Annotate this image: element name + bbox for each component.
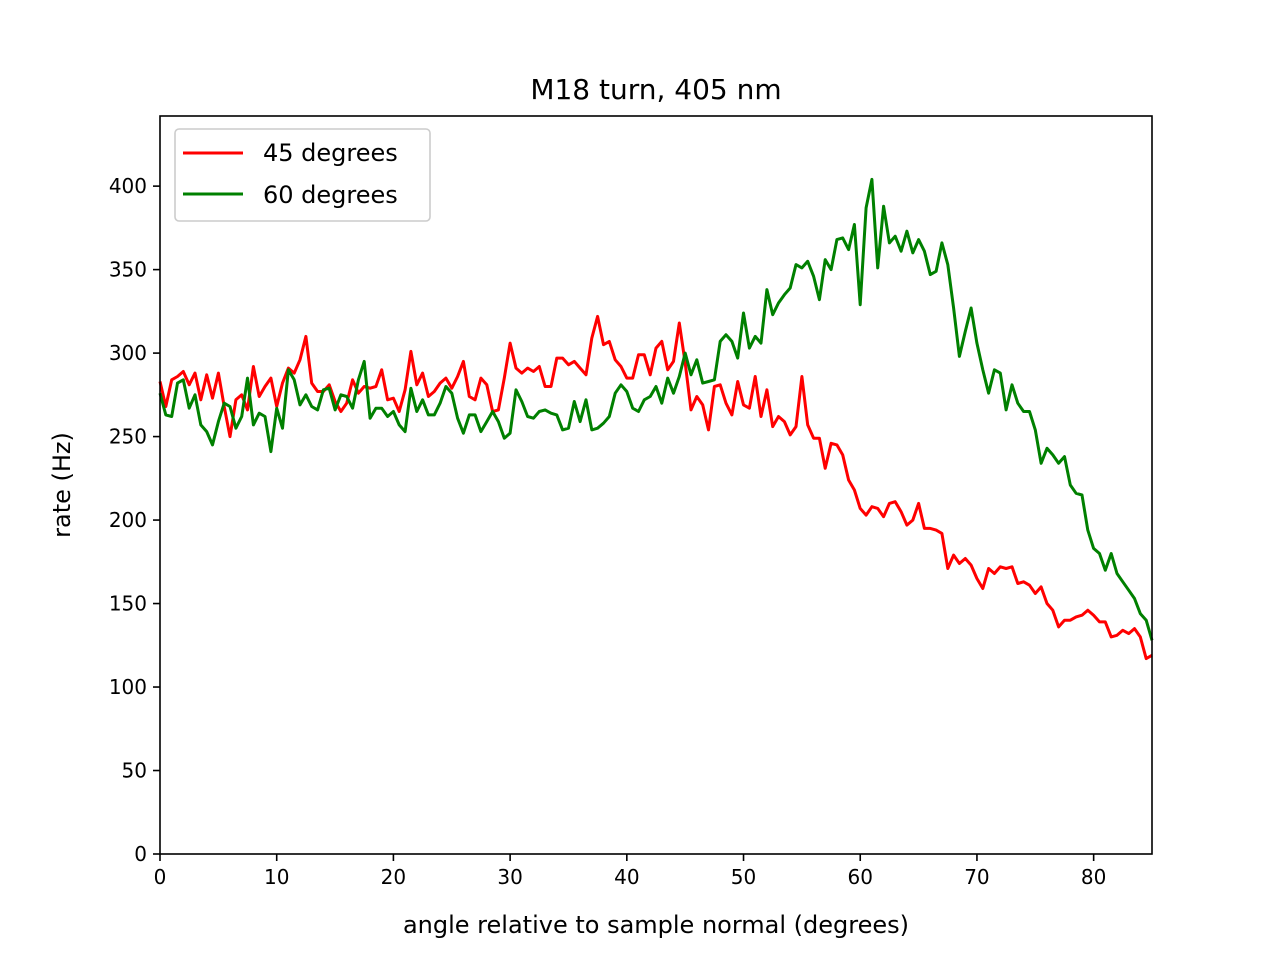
y-tick-label: 250 [109,425,147,449]
y-tick-label: 400 [109,174,147,198]
series-line-60-degrees [158,177,1154,641]
chart-title: M18 turn, 405 nm [530,73,781,106]
x-tick-label: 70 [964,865,989,889]
x-axis-label: angle relative to sample normal (degrees… [403,911,909,939]
legend: 45 degrees 60 degrees [174,128,431,222]
x-tick-label: 80 [1081,865,1106,889]
x-tick-label: 40 [614,865,639,889]
y-tick-label: 100 [109,675,147,699]
y-axis-label: rate (Hz) [48,432,76,538]
x-axis-ticks: 0 10 20 30 40 50 60 70 80 [154,854,1106,889]
series-layer [158,177,1154,661]
y-tick-label: 350 [109,258,147,282]
y-tick-label: 300 [109,341,147,365]
plot-frame [159,115,1153,855]
x-tick-label: 60 [848,865,873,889]
x-tick-label: 30 [497,865,522,889]
x-tick-label: 0 [154,865,167,889]
x-tick-label: 50 [731,865,756,889]
x-tick-label: 20 [381,865,406,889]
y-tick-label: 200 [109,508,147,532]
y-tick-label: 0 [134,842,147,866]
legend-label-60-degrees: 60 degrees [263,181,398,209]
y-tick-label: 150 [109,592,147,616]
legend-label-45-degrees: 45 degrees [263,139,398,167]
x-tick-label: 10 [264,865,289,889]
y-tick-label: 50 [122,759,147,783]
y-axis-ticks: 0 50 100 150 200 250 300 350 400 [109,174,160,866]
